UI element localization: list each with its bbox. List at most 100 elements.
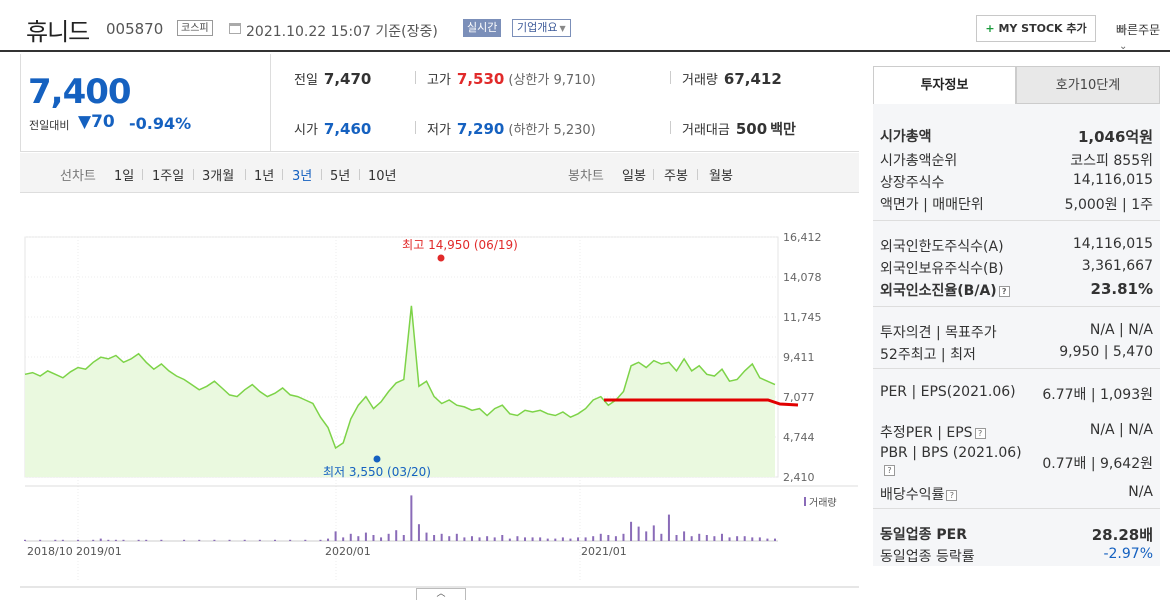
divider (321, 169, 322, 180)
volume-bar (561, 537, 564, 541)
quote-datetime: 2021.10.22 15:07 기준(장중) (246, 24, 438, 40)
prev-close-value: 7,470 (323, 70, 372, 88)
volume-bar (448, 536, 451, 541)
period-5y[interactable]: 5년 (330, 169, 351, 184)
volume-bar (705, 535, 708, 541)
help-icon[interactable]: ? (974, 427, 986, 439)
help-icon[interactable]: ? (884, 465, 895, 476)
add-my-stock-button[interactable]: + MY STOCK 추가 (976, 15, 1096, 42)
open-value: 7,460 (323, 120, 372, 138)
period-toolbar (20, 153, 859, 193)
divider (697, 169, 698, 180)
info-value: 1,046억원 (1077, 128, 1153, 146)
info-label: 외국인보유주식수(B) (880, 261, 1004, 277)
volume-bar (577, 537, 580, 541)
day-low: 저가 7,290 (하한가 5,230) (427, 119, 596, 138)
info-value: 0.77배 | 9,642원 (1042, 456, 1153, 472)
info-label: 액면가 | 매매단위 (880, 197, 984, 213)
period-1d[interactable]: 1일 (114, 169, 135, 184)
volume-bar (501, 535, 504, 541)
invest-info-panel (873, 66, 1160, 566)
info-value: 14,116,015 (1072, 172, 1153, 188)
volume-bar (516, 536, 519, 541)
info-label: PER | EPS(2021.06) (880, 384, 1016, 400)
volume-bar (478, 537, 481, 541)
info-label: 시가총액 (880, 129, 932, 145)
price-line (24, 305, 776, 450)
divider (193, 169, 194, 180)
low-marker (373, 455, 381, 463)
info-label: 시가총액순위 (880, 153, 958, 169)
y-tick-label: 7,077 (783, 391, 815, 404)
volume-bar (327, 538, 330, 541)
volume-bar (546, 538, 549, 541)
volume-bar (607, 535, 610, 541)
tab-invest-info[interactable]: 투자정보 (873, 66, 1016, 104)
volume-bar (39, 539, 42, 541)
volume-bar (493, 537, 496, 541)
day-high: 고가 7,530 (상한가 9,710) (427, 69, 596, 88)
volume-bar (349, 533, 352, 541)
company-info-label: 기업개요 (517, 21, 558, 34)
high-marker (437, 254, 445, 262)
volume-bar (77, 539, 80, 541)
help-icon[interactable]: ? (946, 489, 958, 501)
volume-bar (99, 538, 102, 541)
company-info-dropdown[interactable]: 기업개요 ▼ (512, 19, 571, 37)
volume-bar (690, 536, 693, 541)
panel-divider (873, 508, 1160, 509)
candle-chart-label: 봉차트 (568, 169, 604, 184)
info-label: 외국인소진율(B/A)? (880, 280, 1010, 300)
trade-amount: 거래대금 500 백만 (682, 119, 796, 139)
volume-bar (660, 533, 663, 541)
quick-order-link[interactable]: 빠른주문 ⌄ (1116, 21, 1170, 52)
volume-bar (531, 537, 534, 541)
panel-divider (873, 306, 1160, 307)
period-1y[interactable]: 1년 (254, 169, 275, 184)
volume-bar (743, 536, 746, 541)
tab-order-book[interactable]: 호가10단계 (1016, 66, 1160, 104)
info-value: 14,116,015 (1072, 236, 1153, 252)
volume-bar (258, 539, 261, 541)
price-area (25, 305, 775, 477)
volume-bar (751, 537, 754, 541)
day-high-value: 7,530 (456, 70, 505, 88)
price-box (20, 54, 271, 152)
volume-bar (539, 537, 542, 541)
panel-divider (873, 368, 1160, 369)
realtime-button[interactable]: 실시간 (463, 19, 502, 37)
info-label: 상장주식수 (880, 175, 945, 191)
volume-legend-swatch (804, 497, 806, 506)
volume-bar (698, 533, 701, 541)
stock-header (0, 0, 1170, 52)
expand-chart-button[interactable]: ︿ (416, 588, 466, 600)
period-3y[interactable]: 3년 (292, 169, 313, 184)
volume-bar (410, 495, 413, 541)
stock-code: 005870 (106, 20, 164, 38)
trade-amount-unit: 백만 (770, 122, 796, 138)
volume-bar (652, 525, 655, 541)
period-3m[interactable]: 3개월 (202, 169, 235, 184)
help-icon[interactable]: ? (998, 285, 1010, 297)
info-value: 5,000원 | 1주 (1064, 197, 1153, 213)
calendar-icon (229, 23, 241, 34)
volume-bar (198, 539, 201, 541)
red-annotation-line (604, 398, 799, 407)
volume-bar (387, 533, 390, 541)
candle-daily[interactable]: 일봉 (622, 169, 646, 184)
volume-bar (137, 539, 140, 541)
volume-bar (319, 539, 322, 541)
volume-bar (433, 535, 436, 541)
candle-weekly[interactable]: 주봉 (664, 169, 688, 184)
quote-summary (271, 54, 859, 152)
volume-bar (645, 531, 648, 541)
candle-monthly[interactable]: 월봉 (709, 169, 733, 184)
period-10y[interactable]: 10년 (368, 169, 397, 184)
volume-bar (425, 532, 428, 541)
volume-bar (24, 539, 26, 541)
period-1w[interactable]: 1주일 (152, 169, 185, 184)
info-label: 투자의견 | 목표주가 (880, 325, 997, 341)
volume-bar (758, 537, 761, 541)
volume-bar (728, 537, 731, 541)
volume-bar (402, 535, 405, 541)
